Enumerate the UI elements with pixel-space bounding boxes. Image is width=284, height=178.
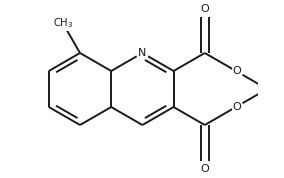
Text: O: O [233, 66, 241, 76]
Text: O: O [233, 102, 241, 112]
Text: N: N [138, 48, 147, 58]
Text: CH$_3$: CH$_3$ [53, 16, 73, 30]
Text: O: O [201, 164, 209, 174]
Text: O: O [201, 4, 209, 14]
